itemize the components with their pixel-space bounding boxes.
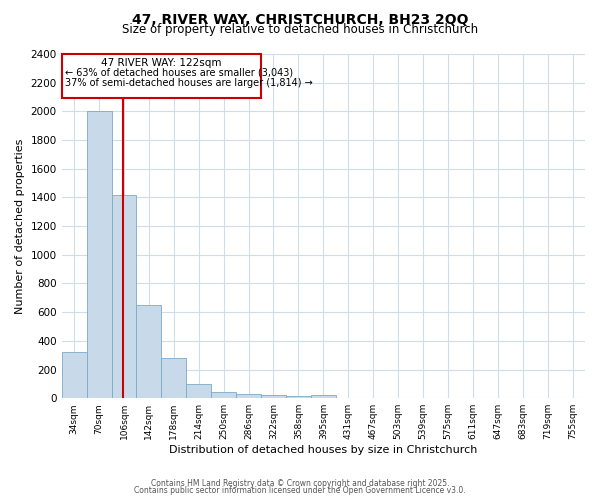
Bar bbox=[62, 352, 86, 398]
Bar bbox=[261, 394, 286, 398]
Bar bbox=[211, 392, 236, 398]
Text: 47 RIVER WAY: 122sqm: 47 RIVER WAY: 122sqm bbox=[101, 58, 221, 68]
Bar bbox=[311, 394, 336, 398]
Text: 47, RIVER WAY, CHRISTCHURCH, BH23 2QQ: 47, RIVER WAY, CHRISTCHURCH, BH23 2QQ bbox=[132, 12, 468, 26]
Bar bbox=[136, 305, 161, 398]
Bar bbox=[236, 394, 261, 398]
Text: Contains HM Land Registry data © Crown copyright and database right 2025.: Contains HM Land Registry data © Crown c… bbox=[151, 478, 449, 488]
Text: 37% of semi-detached houses are larger (1,814) →: 37% of semi-detached houses are larger (… bbox=[65, 78, 313, 88]
Bar bbox=[86, 112, 112, 398]
FancyBboxPatch shape bbox=[62, 54, 261, 98]
Bar bbox=[112, 194, 136, 398]
Bar bbox=[186, 384, 211, 398]
X-axis label: Distribution of detached houses by size in Christchurch: Distribution of detached houses by size … bbox=[169, 445, 478, 455]
Text: ← 63% of detached houses are smaller (3,043): ← 63% of detached houses are smaller (3,… bbox=[65, 68, 293, 78]
Bar bbox=[286, 396, 311, 398]
Text: Contains public sector information licensed under the Open Government Licence v3: Contains public sector information licen… bbox=[134, 486, 466, 495]
Text: Size of property relative to detached houses in Christchurch: Size of property relative to detached ho… bbox=[122, 22, 478, 36]
Bar bbox=[161, 358, 186, 398]
Y-axis label: Number of detached properties: Number of detached properties bbox=[15, 138, 25, 314]
